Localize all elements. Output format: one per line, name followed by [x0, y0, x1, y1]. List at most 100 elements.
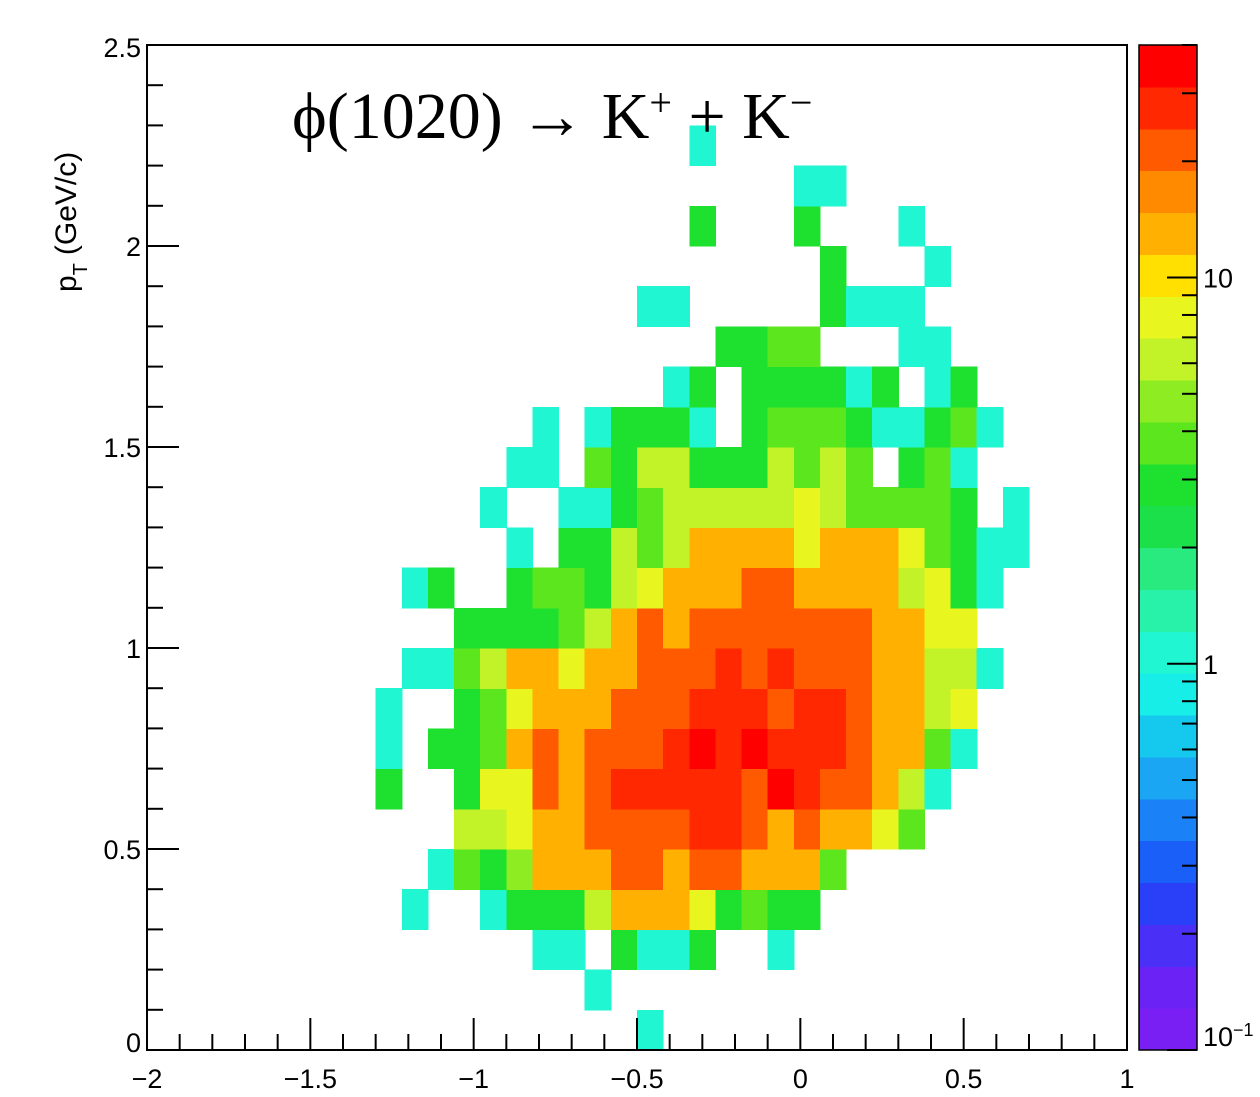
color-scale-swatch [1139, 170, 1197, 214]
heatmap-bin [715, 326, 743, 368]
heatmap-bins [375, 125, 1030, 1051]
heatmap-bin [950, 447, 978, 488]
heatmap-bin [846, 366, 873, 408]
heatmap-bin [663, 808, 690, 850]
heatmap-bin [610, 648, 638, 689]
heatmap-bin [924, 688, 952, 729]
heatmap-bin [558, 929, 586, 971]
heatmap-bin [924, 406, 952, 448]
heatmap-bin [898, 406, 926, 448]
heatmap-bin [898, 447, 926, 488]
heatmap-bin [898, 326, 926, 368]
heatmap-bin [950, 366, 978, 408]
heatmap-bin [924, 768, 952, 810]
color-scale-label: 1 [1203, 650, 1218, 680]
heatmap-bin [454, 648, 481, 689]
heatmap-bin [637, 688, 664, 729]
heatmap-bin [819, 607, 847, 649]
heatmap-bin [663, 648, 690, 689]
heatmap-bin [793, 326, 821, 368]
y-tick-label: 2.5 [103, 33, 141, 63]
heatmap-bin [506, 728, 534, 770]
heatmap-bin [637, 406, 664, 448]
color-scale-swatch [1139, 631, 1197, 674]
heatmap-bin [950, 728, 978, 770]
heatmap-bin [454, 849, 481, 890]
color-scale-swatch [1139, 463, 1197, 507]
heatmap-bin [637, 728, 664, 770]
color-scale-label: 10 [1203, 264, 1233, 294]
heatmap-bin [610, 406, 638, 448]
heatmap-bin [637, 849, 664, 890]
heatmap-bin [558, 688, 586, 729]
heatmap-bin [793, 889, 821, 930]
heatmap-bin [819, 648, 847, 689]
heatmap-bin [715, 728, 743, 770]
color-scale-swatch [1139, 882, 1197, 925]
heatmap-bin [663, 286, 690, 327]
heatmap-bin [584, 607, 612, 649]
heatmap-bin [532, 648, 560, 689]
heatmap-bin [663, 527, 690, 569]
heatmap-bin [584, 447, 612, 488]
heatmap-bin [610, 889, 638, 930]
heatmap-bin [689, 929, 716, 971]
heatmap-bin [610, 688, 638, 729]
color-scale-swatch [1139, 715, 1197, 758]
heatmap-bin [689, 366, 716, 408]
y-tick-label: 2 [126, 232, 141, 262]
heatmap-bin [846, 768, 873, 810]
heatmap-bin [610, 849, 638, 890]
heatmap-bin [924, 567, 952, 609]
heatmap-bin [663, 567, 690, 609]
heatmap-bin [741, 889, 769, 930]
heatmap-bin [375, 768, 403, 810]
x-axis: −2 −1.5 −1 −0.5 0 0.5 1 [132, 1018, 1135, 1094]
color-scale-swatch [1139, 421, 1197, 465]
heatmap-bin [741, 366, 769, 408]
heatmap-bin [610, 527, 638, 569]
heatmap-bin [767, 808, 795, 850]
heatmap-bin [689, 406, 716, 448]
heatmap-bin [793, 205, 821, 247]
heatmap-bin [532, 768, 560, 810]
heatmap-bin [584, 969, 612, 1011]
heatmap-bin [846, 688, 873, 729]
heatmap-bin [898, 527, 926, 569]
heatmap-bin [872, 607, 899, 649]
heatmap-bin [924, 487, 952, 528]
heatmap-bin [767, 527, 795, 569]
heatmap-bin [741, 728, 769, 770]
heatmap-bin [637, 889, 664, 930]
heatmap-bin [715, 648, 743, 689]
heatmap-bin [532, 728, 560, 770]
heatmap-bin [767, 487, 795, 528]
heatmap-bin [846, 286, 873, 327]
heatmap-bin [819, 688, 847, 729]
heatmap-bin [532, 929, 560, 971]
heatmap-bin [767, 326, 795, 368]
heatmap-bin [532, 406, 560, 448]
heatmap-bin [950, 487, 978, 528]
heatmap-bin [819, 567, 847, 609]
heatmap-bin [637, 487, 664, 528]
heatmap-bin [819, 808, 847, 850]
heatmap-bin [663, 688, 690, 729]
color-scale-swatch [1139, 966, 1197, 1009]
heatmap-bin [950, 527, 978, 569]
heatmap-bin [741, 648, 769, 689]
heatmap-bin [898, 567, 926, 609]
heatmap-bin [375, 688, 403, 729]
heatmap-bin [846, 607, 873, 649]
heatmap-bin [846, 406, 873, 448]
color-scale-swatch [1139, 1008, 1197, 1051]
heatmap-bin [558, 889, 586, 930]
color-scale-swatch [1139, 338, 1197, 381]
heatmap-bin [872, 808, 899, 850]
heatmap-bin [767, 406, 795, 448]
heatmap-bin [558, 808, 586, 850]
heatmap-bin [689, 567, 716, 609]
heatmap-bin [793, 808, 821, 850]
heatmap-bin [715, 447, 743, 488]
heatmap-bin [401, 889, 429, 930]
